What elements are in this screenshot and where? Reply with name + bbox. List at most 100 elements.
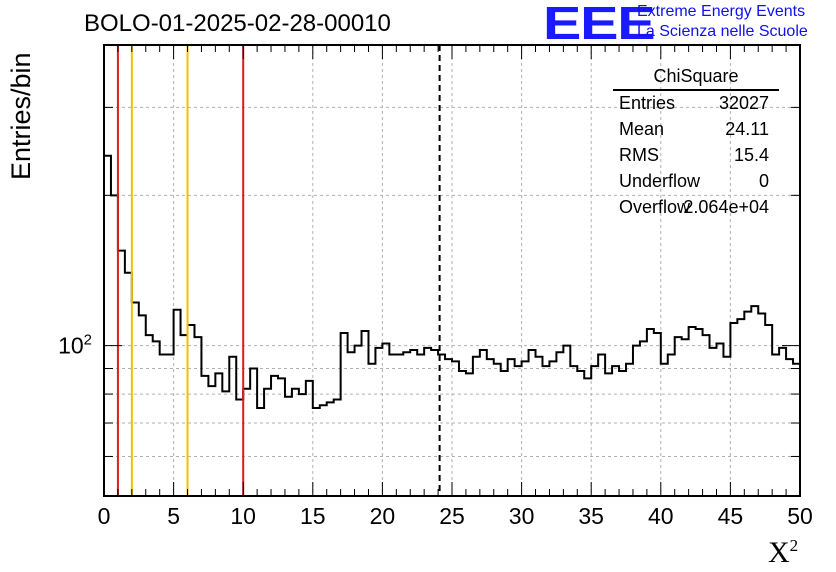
histogram-bin [215,373,222,496]
x-tick-label: 20 [370,503,396,529]
histogram-bin [466,373,473,496]
histogram-bin [139,315,146,496]
histogram-bin [320,405,327,496]
x-tick-label: 25 [439,503,465,529]
histogram-bin [751,306,758,496]
stats-key: RMS [619,145,659,165]
histogram-bin [703,335,710,496]
histogram-bin [375,348,382,496]
histogram-bin [508,359,515,496]
eee-logo: EEE [543,0,656,49]
histogram-bin [445,359,452,496]
histogram-bin [723,357,730,496]
histogram-bin [633,346,640,496]
histogram-bin [744,312,751,496]
histogram-bin [480,350,487,496]
histogram-bin [452,361,459,496]
histogram-bin [243,389,250,496]
histogram-bin [181,335,188,496]
histogram-bin [536,357,543,496]
stats-key: Mean [619,119,665,139]
histogram-bin [355,346,362,496]
histogram-bin [118,251,125,496]
histogram-bin [730,323,737,496]
histogram-bin [285,397,292,496]
histogram-bin [153,341,160,496]
histogram-bin [188,325,195,496]
histogram-bin [515,366,522,496]
histogram-bin [501,371,508,496]
histogram-bin [570,366,577,496]
histogram-bin [222,391,229,496]
histogram-bin [772,355,779,496]
histogram-bin [389,355,396,496]
histogram-bin [368,364,375,496]
histogram-bin [236,400,243,496]
histogram-bin [146,335,153,496]
histogram-bin [612,366,619,496]
histogram-bin [292,389,299,496]
histogram-bin [654,333,661,496]
x-tick-label: 50 [787,503,813,529]
histogram-bin [327,402,334,496]
histogram-bin [542,366,549,496]
y-tick-label: 102 [58,332,92,359]
chart-title: BOLO-01-2025-02-28-00010 [84,10,391,37]
histogram-bin [348,352,355,496]
x-tick-label: 0 [98,503,111,529]
histogram-bin [160,355,167,496]
histogram-bin [529,350,536,496]
histogram-bin [167,355,174,496]
stats-key: Overflow [619,197,691,217]
histogram-bin [257,408,264,496]
histogram-bin [689,327,696,496]
histogram-bin [549,361,556,496]
histogram-bin [793,364,800,496]
stats-row-rms: RMS 15.4 [613,143,779,169]
x-tick-label: 40 [648,503,674,529]
histogram-bin [716,344,723,496]
stats-value: 15.4 [733,145,769,165]
x-tick-label: 5 [167,503,180,529]
histogram-bin [487,359,494,496]
histogram-bin [299,394,306,496]
histogram-bin [250,369,257,496]
histogram-bin [577,371,584,496]
histogram-bin [362,331,369,496]
logo-line-1: Extreme Energy Events [637,3,806,20]
histogram-bin [125,273,132,496]
stats-title: ChiSquare [613,66,779,91]
histogram-bin [522,361,529,496]
x-tick-label: 35 [578,503,604,529]
histogram-bin [431,350,438,496]
histogram-bin [675,337,682,496]
stats-value: 2.064e+04 [683,197,769,217]
histogram-bin [682,339,689,496]
x-tick-label: 10 [230,503,256,529]
stats-value: 24.11 [725,119,769,139]
x-tick-label: 45 [718,503,744,529]
stats-key: Underflow [619,171,701,191]
histogram-bin [208,386,215,496]
x-axis-label: X2 [768,536,799,569]
histogram-bin [619,371,626,496]
histogram-bin [382,344,389,496]
histogram-bin [271,376,278,496]
histogram-bin [494,364,501,496]
histogram-bin [737,319,744,496]
histogram-bin [410,350,417,496]
histogram-bin [229,357,236,496]
histogram-bin [591,366,598,496]
histogram-bin [334,400,341,496]
histogram-bin [473,357,480,496]
histogram-bin [765,325,772,496]
histogram-bin [758,313,765,496]
stats-box: ChiSquare Entries 32027 Mean 24.11 RMS 1… [613,66,779,221]
histogram-bin [605,373,612,496]
stats-value: 0 [758,171,769,191]
x-tick-label: 15 [300,503,326,529]
stats-row-underflow: Underflow 0 [613,169,779,195]
histogram-bin [710,348,717,496]
histogram-bin [779,348,786,496]
